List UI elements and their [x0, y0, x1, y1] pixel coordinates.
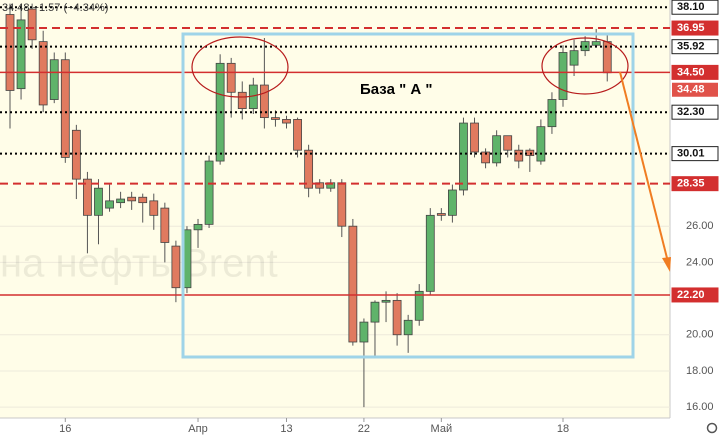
x-tick-label: 13	[280, 423, 292, 435]
candle-body	[591, 41, 601, 46]
candle-body	[425, 214, 435, 292]
level-label: 30.01	[677, 148, 705, 160]
watermark: на нефть Brent	[0, 242, 278, 286]
candle-body	[348, 225, 358, 343]
settings-gear[interactable]	[706, 422, 718, 434]
level-label-box	[671, 176, 719, 192]
x-tick-label: 22	[358, 423, 370, 435]
candle-body	[94, 187, 103, 216]
candle-body	[381, 299, 391, 303]
candle-body	[271, 117, 280, 120]
level-label-box	[671, 104, 719, 120]
y-tick-label: 20.00	[686, 329, 714, 341]
candle-body	[459, 122, 468, 191]
last-price-box	[672, 82, 718, 97]
y-tick-label: 24.00	[686, 256, 714, 268]
level-label: 32.30	[677, 106, 705, 118]
candle-body	[193, 223, 203, 231]
level-label: 38.10	[677, 1, 705, 13]
highlight-ellipse	[191, 36, 289, 98]
candle-body	[337, 182, 347, 227]
candle-body	[71, 129, 81, 180]
candle-body	[370, 301, 380, 323]
candle-body	[38, 41, 48, 106]
level-label-box	[671, 146, 719, 162]
candle-body	[237, 91, 247, 109]
candle-body	[403, 319, 413, 336]
candle-body	[282, 119, 291, 124]
candle-body	[138, 196, 148, 204]
settings-icon[interactable]	[706, 422, 718, 434]
candle-body	[171, 245, 181, 289]
candle-body	[503, 135, 513, 151]
forecast-arrow	[619, 71, 669, 263]
level-label: 36.95	[677, 22, 705, 34]
candle-body	[359, 321, 369, 343]
x-tick-label: Май	[431, 423, 453, 435]
candle-body	[105, 200, 114, 209]
candle-body	[60, 59, 70, 158]
plot-background	[0, 0, 670, 418]
arrow-head	[662, 257, 671, 272]
candle-body	[49, 59, 59, 100]
candle-body	[5, 14, 15, 91]
level-label: 35.92	[677, 41, 705, 53]
level-label-box	[671, 39, 719, 55]
level-label-box	[671, 0, 719, 15]
candle-body	[160, 207, 170, 243]
y-tick-label: 18.00	[686, 365, 714, 377]
x-tick-label: 16	[59, 423, 71, 435]
candle-body	[558, 52, 568, 100]
x-tick-label: 18	[557, 423, 569, 435]
last-price-label: 34.48	[677, 84, 705, 96]
candle-body	[481, 151, 490, 164]
level-label-box	[671, 64, 719, 80]
candle-body	[116, 198, 125, 204]
candle-body	[304, 149, 314, 189]
highlight-ellipse	[541, 37, 629, 95]
base-box	[181, 32, 635, 359]
candle-body	[536, 126, 546, 162]
candle-body	[259, 84, 269, 119]
annotation: База " А "	[360, 81, 432, 98]
candle-body	[436, 213, 446, 216]
candle-body	[514, 149, 524, 162]
candle-body	[226, 62, 236, 93]
candle-body	[127, 196, 137, 202]
candle-body	[27, 8, 37, 41]
candle-body	[492, 135, 502, 164]
candle-body	[204, 160, 214, 225]
candle-body	[149, 200, 159, 216]
level-label-box	[671, 20, 719, 36]
level-label: 22.20	[677, 289, 705, 301]
candle-body	[293, 119, 302, 151]
candle-body	[569, 50, 579, 66]
header-quote: 34.48 −1.57 (−4.34%)	[2, 2, 108, 14]
level-label: 28.35	[677, 178, 705, 190]
candle-body	[414, 290, 424, 321]
level-label: 34.50	[677, 66, 705, 78]
candle-body	[392, 299, 402, 336]
candle-body	[525, 149, 535, 157]
candle-body	[16, 19, 26, 90]
candle-body	[83, 178, 92, 216]
x-tick-label: Апр	[188, 423, 207, 435]
y-tick-label: 16.00	[686, 401, 714, 413]
y-tick-label: 26.00	[686, 220, 714, 232]
candle-body	[470, 122, 479, 153]
candle-body	[447, 189, 457, 216]
level-label-box	[671, 287, 719, 303]
